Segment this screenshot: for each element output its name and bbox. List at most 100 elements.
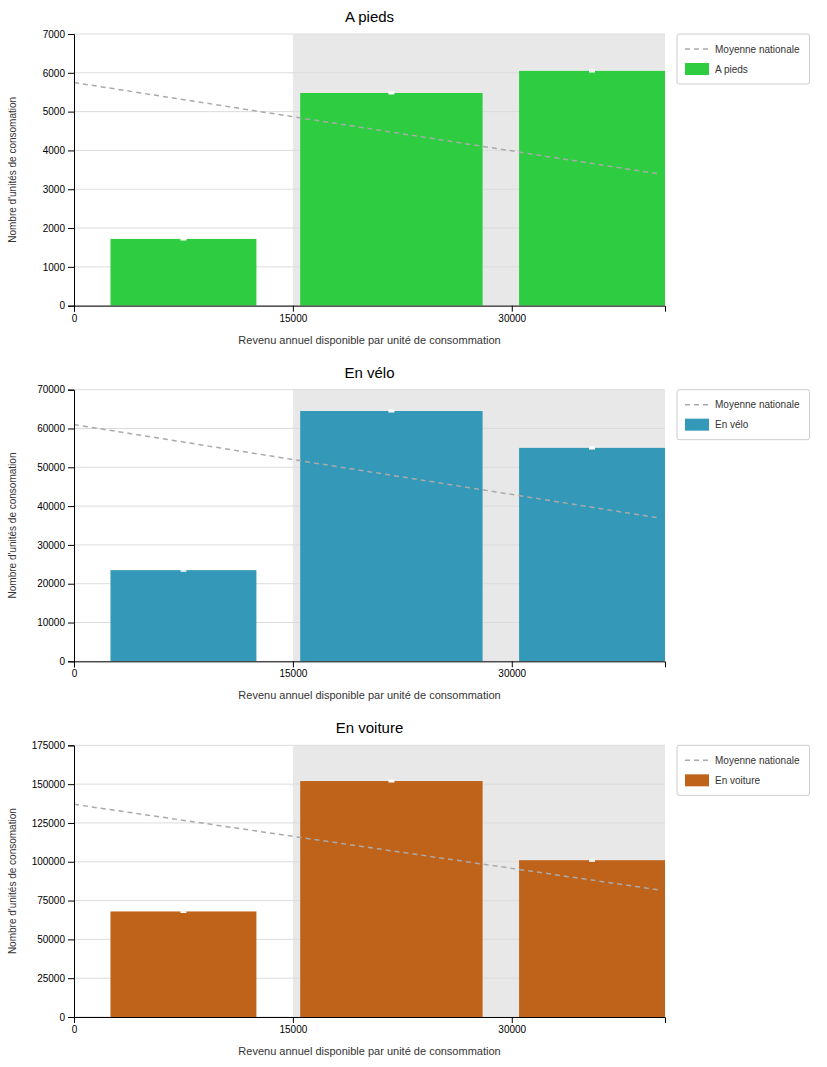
y-tick-label: 4000	[43, 145, 66, 156]
y-tick: 2000	[43, 223, 74, 234]
x-axis-line	[75, 306, 666, 312]
legend-label: En voiture	[715, 775, 760, 786]
bar-series	[110, 411, 665, 661]
y-tick-label: 0	[59, 656, 65, 667]
bar-series	[110, 71, 665, 306]
y-tick: 175000	[32, 740, 74, 751]
y-axis-title: Nombre d'unités de consomation	[7, 97, 18, 243]
legend-label: Moyenne nationale	[715, 755, 800, 766]
legend-swatch	[685, 774, 709, 786]
grid	[74, 390, 665, 662]
x-tick-mark	[512, 306, 513, 312]
y-tick-mark	[68, 784, 74, 785]
grid-line	[74, 389, 665, 390]
error-bars	[180, 410, 595, 571]
grid	[74, 34, 665, 306]
x-axis-line	[75, 1018, 666, 1024]
x-tick: 0	[72, 1017, 78, 1035]
x-tick: 0	[72, 661, 78, 679]
y-tick-mark	[68, 901, 74, 902]
y-tick: 75000	[37, 895, 74, 906]
y-tick-mark	[68, 939, 74, 940]
error-bar	[180, 238, 186, 240]
y-tick-label: 150000	[32, 779, 66, 790]
plot-area	[74, 70, 665, 306]
error-bar	[180, 569, 186, 571]
x-tick-label: 15000	[279, 1024, 307, 1035]
y-tick: 100000	[32, 856, 74, 867]
legend-box	[677, 745, 810, 795]
y-tick-mark	[68, 1017, 74, 1018]
y-tick-mark	[68, 623, 74, 624]
legend-label: En vélo	[715, 419, 749, 430]
y-tick-mark	[68, 745, 74, 746]
plot-area	[74, 780, 665, 1017]
x-tick: 15000	[279, 1017, 307, 1035]
title: A pieds	[345, 8, 394, 25]
y-tick: 150000	[32, 779, 74, 790]
plot-area	[74, 410, 665, 661]
grid-line	[74, 34, 665, 35]
title: En voiture	[336, 719, 404, 736]
y-tick: 3000	[43, 184, 74, 195]
y-tick-label: 0	[59, 1012, 65, 1023]
y-tick-mark	[68, 428, 74, 429]
bar	[300, 411, 482, 661]
error-bar	[589, 447, 595, 449]
x-tick: 30000	[498, 1017, 526, 1035]
y-tick: 40000	[37, 501, 74, 512]
y-tick-mark	[68, 306, 74, 307]
x-tick-label: 0	[72, 313, 78, 324]
y-tick-label: 50000	[37, 934, 65, 945]
error-bar	[388, 780, 394, 782]
y-tick: 30000	[37, 540, 74, 551]
y-tick-mark	[68, 189, 74, 190]
legend-item: A pieds	[685, 63, 748, 75]
y-tick-mark	[68, 661, 74, 662]
y-tick-label: 50000	[37, 462, 65, 473]
error-bars	[180, 780, 595, 912]
y-tick: 50000	[37, 934, 74, 945]
error-bar	[589, 70, 595, 72]
error-bar	[388, 92, 394, 94]
title: En vélo	[344, 364, 394, 381]
x-axis-title: Revenu annuel disponible par unité de co…	[238, 1045, 500, 1057]
y-tick-mark	[68, 73, 74, 74]
shade-layer	[293, 34, 665, 306]
shade-layer	[293, 390, 665, 662]
y-tick: 50000	[37, 462, 74, 473]
panel: 0150003000002500050000750001000001250001…	[7, 719, 810, 1057]
y-tick-mark	[68, 823, 74, 824]
y-tick: 1000	[43, 262, 74, 273]
error-bars	[180, 70, 595, 240]
y-tick: 7000	[43, 29, 74, 40]
bar	[300, 93, 482, 306]
x-axis: 0 15000 30000	[72, 1017, 666, 1035]
bar	[519, 860, 665, 1017]
x-tick-label: 30000	[498, 313, 526, 324]
x-tick-mark	[512, 661, 513, 667]
error-bar	[589, 859, 595, 861]
y-tick: 10000	[37, 617, 74, 628]
bar	[110, 570, 256, 661]
y-tick: 0	[59, 300, 74, 311]
y-tick-mark	[68, 545, 74, 546]
legend-item: En vélo	[685, 419, 749, 431]
legend-item: En voiture	[685, 774, 760, 786]
y-tick-label: 2000	[43, 223, 66, 234]
shaded-region	[293, 745, 665, 1017]
error-bar	[180, 911, 186, 913]
y-tick-label: 3000	[43, 184, 66, 195]
legend-box	[677, 390, 810, 440]
y-tick: 70000	[37, 384, 74, 395]
y-tick-label: 6000	[43, 68, 66, 79]
x-tick-label: 0	[72, 1024, 78, 1035]
y-tick-mark	[68, 390, 74, 391]
y-tick: 0	[59, 656, 74, 667]
y-axis-line	[68, 390, 75, 662]
y-tick: 125000	[32, 818, 74, 829]
x-axis-title: Revenu annuel disponible par unité de co…	[238, 334, 500, 346]
y-axis: 010000200003000040000500006000070000	[37, 384, 74, 667]
y-tick-mark	[68, 112, 74, 113]
y-tick: 5000	[43, 106, 74, 117]
